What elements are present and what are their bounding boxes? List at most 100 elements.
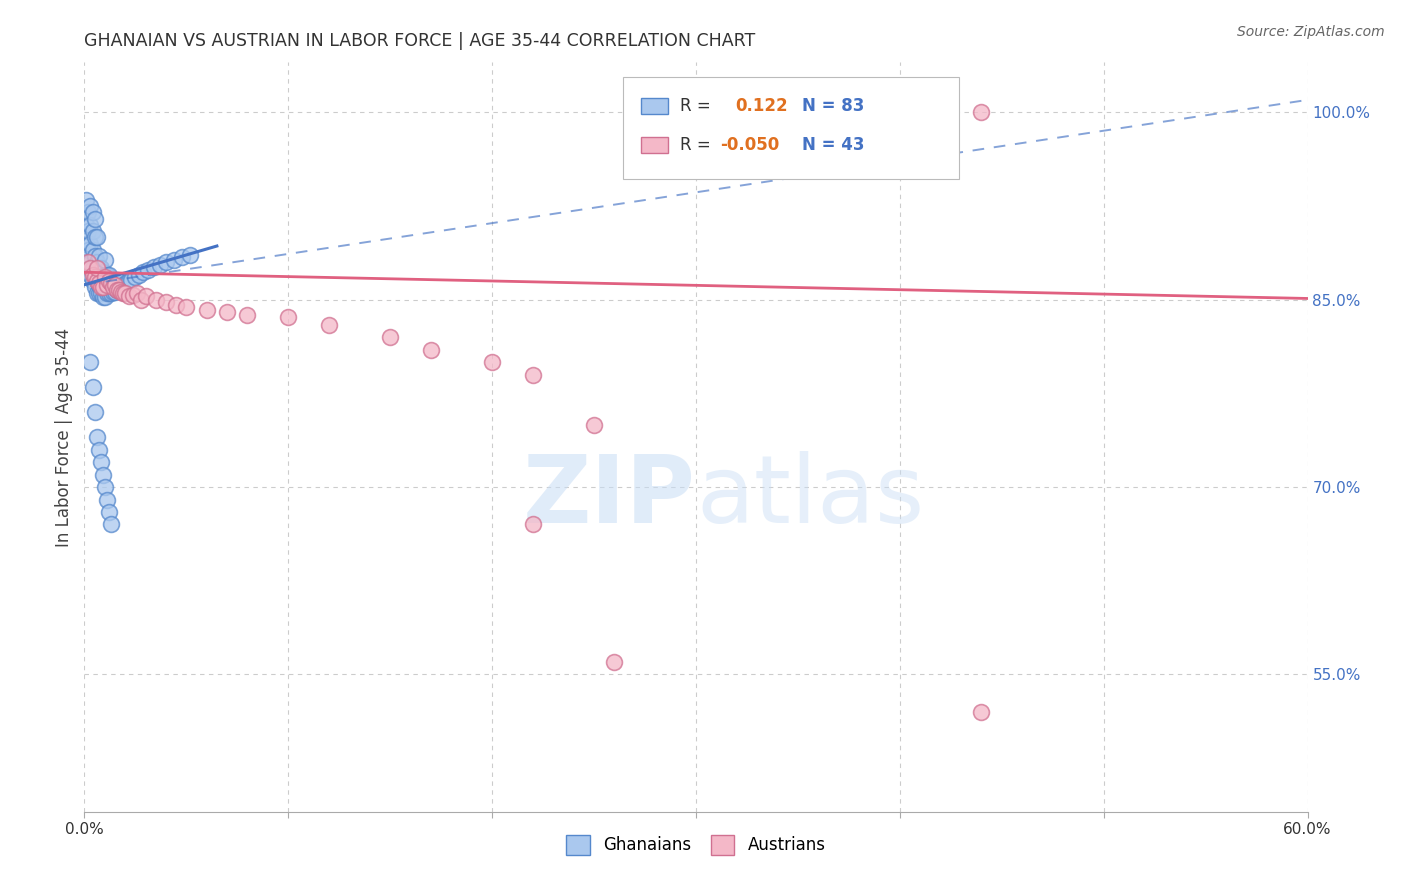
Point — [104, 285, 127, 300]
Text: Source: ZipAtlas.com: Source: ZipAtlas.com — [1237, 25, 1385, 39]
Point — [603, 655, 626, 669]
Point — [86, 286, 108, 301]
Point — [75, 255, 97, 269]
Point — [86, 255, 108, 269]
Point — [127, 286, 149, 301]
Point — [101, 280, 124, 294]
Point — [110, 279, 132, 293]
Point — [481, 355, 503, 369]
Point — [100, 277, 122, 291]
Point — [420, 343, 443, 357]
Point — [96, 268, 118, 282]
Text: R =: R = — [681, 136, 711, 153]
Point — [118, 274, 141, 288]
Point — [128, 268, 150, 282]
Point — [77, 261, 100, 276]
Point — [86, 274, 108, 288]
FancyBboxPatch shape — [641, 97, 668, 114]
Point — [83, 230, 105, 244]
Point — [112, 286, 135, 301]
Point — [90, 286, 112, 301]
Text: atlas: atlas — [696, 451, 924, 543]
Point — [112, 277, 135, 292]
Point — [91, 265, 114, 279]
Point — [82, 224, 104, 238]
Point — [77, 205, 100, 219]
Point — [100, 517, 122, 532]
Point — [79, 355, 101, 369]
Point — [83, 211, 105, 226]
Point — [118, 289, 141, 303]
Point — [135, 289, 157, 303]
Point — [97, 505, 120, 519]
Point — [970, 705, 993, 719]
Point — [82, 205, 104, 219]
Point — [108, 283, 131, 297]
Point — [93, 270, 115, 285]
Point — [93, 252, 115, 267]
FancyBboxPatch shape — [641, 136, 668, 153]
Point — [93, 280, 115, 294]
Point — [165, 298, 187, 312]
Text: R =: R = — [681, 97, 711, 115]
Point — [79, 218, 101, 232]
Point — [136, 262, 159, 277]
Point — [97, 286, 120, 301]
Point — [79, 236, 101, 251]
Point — [82, 243, 104, 257]
Point — [172, 250, 194, 264]
Point — [93, 268, 115, 282]
Point — [145, 293, 167, 307]
Point — [77, 224, 100, 238]
Point — [155, 255, 177, 269]
Point — [100, 286, 122, 301]
Point — [91, 290, 114, 304]
Text: N = 83: N = 83 — [803, 97, 865, 115]
Point — [91, 280, 114, 294]
Point — [108, 280, 131, 294]
Point — [114, 286, 136, 301]
Point — [277, 310, 299, 325]
Point — [195, 302, 218, 317]
Point — [142, 260, 165, 275]
Point — [87, 277, 110, 292]
Point — [91, 467, 114, 482]
Point — [87, 265, 110, 279]
Point — [105, 283, 128, 297]
Point — [122, 287, 145, 301]
Point — [96, 492, 118, 507]
Point — [101, 275, 124, 289]
Point — [79, 199, 101, 213]
Point — [75, 218, 97, 232]
Point — [83, 270, 105, 285]
Point — [97, 277, 120, 292]
Point — [96, 277, 118, 292]
Point — [86, 430, 108, 444]
Point — [82, 268, 104, 282]
Point — [83, 280, 105, 294]
Point — [174, 300, 197, 314]
Text: 0.122: 0.122 — [735, 97, 787, 115]
Point — [97, 268, 120, 282]
Point — [90, 280, 112, 294]
Point — [970, 105, 993, 120]
Point — [101, 285, 124, 300]
Point — [82, 261, 104, 276]
Point — [96, 286, 118, 301]
Point — [132, 265, 155, 279]
Point — [79, 261, 101, 276]
Legend: Ghanaians, Austrians: Ghanaians, Austrians — [561, 830, 831, 860]
Point — [96, 277, 118, 292]
Point — [163, 252, 186, 267]
Point — [179, 248, 201, 262]
Point — [105, 283, 128, 297]
Point — [91, 280, 114, 294]
Point — [104, 275, 127, 289]
Point — [87, 442, 110, 457]
Point — [131, 293, 153, 307]
Point — [90, 277, 112, 292]
Point — [110, 285, 132, 300]
Point — [236, 308, 259, 322]
Point — [155, 295, 177, 310]
Point — [149, 258, 172, 272]
